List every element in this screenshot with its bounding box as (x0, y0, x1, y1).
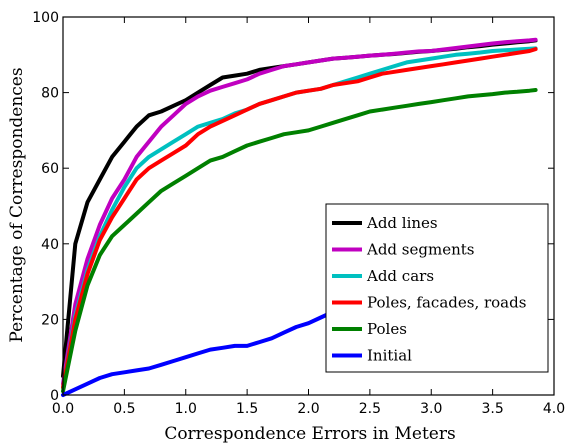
legend-label-4: Poles, facades, roads (367, 294, 526, 312)
legend: Add lines Add segments Add cars Poles, faca… (325, 203, 549, 373)
legend-label-3: Add cars (366, 267, 434, 285)
y-axis-title: Percentage of Correspondences (7, 67, 27, 342)
axis-ticks: 0.0 0.5 1.0 1.5 2.0 2.5 3.0 3.5 4.0 0 20 40 60 80 100 (32, 10, 565, 417)
x-tick-label: 1.0 (175, 401, 197, 417)
y-tick-label: 20 (41, 312, 59, 328)
series-layer (61, 37, 538, 397)
series-line-5 (61, 88, 538, 394)
legend-label-5: Poles (367, 320, 407, 338)
x-tick-label: 0.5 (113, 401, 135, 417)
x-tick-label: 4.0 (543, 401, 565, 417)
legend-box (325, 203, 549, 373)
y-tick-label: 100 (32, 10, 59, 26)
x-tick-label: 2.5 (359, 401, 381, 417)
y-tick-label: 60 (41, 161, 59, 177)
x-tick-label: 3.5 (481, 401, 503, 417)
legend-label-2: Add segments (366, 241, 474, 259)
series-line-2 (61, 37, 538, 386)
x-tick-label: 1.5 (236, 401, 258, 417)
legend-label-1: Add lines (366, 214, 438, 232)
x-tick-label: 2.0 (297, 401, 319, 417)
x-tick-label: 3.0 (420, 401, 442, 417)
legend-label-6: Initial (367, 347, 412, 365)
series-line-4 (61, 47, 538, 390)
x-axis-title: Correspondence Errors in Meters (164, 424, 455, 444)
x-tick-label: 0.0 (52, 401, 74, 417)
y-tick-label: 80 (41, 86, 59, 102)
y-tick-label: 40 (41, 237, 59, 253)
y-tick-label: 0 (50, 388, 59, 404)
